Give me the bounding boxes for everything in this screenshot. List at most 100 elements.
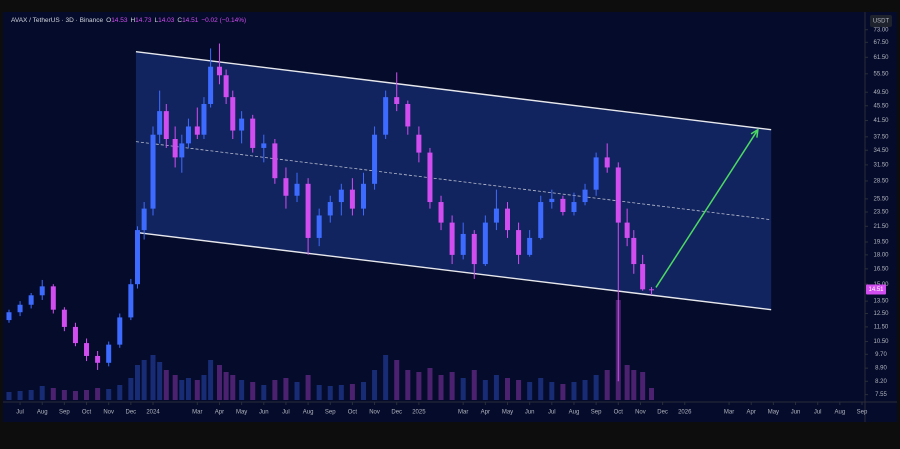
volume-bar (230, 375, 236, 400)
x-tick-label: Dec (657, 410, 668, 416)
x-tick-label: Jul (814, 410, 822, 416)
volume-bar (61, 390, 67, 400)
x-tick-label: Jun (525, 410, 535, 416)
ohlc-label: L (154, 17, 158, 24)
volume-bar (150, 355, 156, 400)
candle-body (482, 222, 488, 265)
y-tick-label: 9.70 (875, 352, 887, 358)
x-tick-label: Aug (569, 410, 580, 416)
y-tick-label: 67.50 (873, 40, 889, 46)
candle-body (416, 134, 422, 153)
candle-body (28, 295, 34, 305)
x-tick-label: Nov (635, 410, 646, 416)
volume-bar (405, 370, 411, 400)
volume-bar (493, 375, 499, 400)
candle-body (17, 304, 23, 313)
x-tick-label: Mar (192, 410, 202, 416)
candle-body (360, 183, 366, 209)
volume-bar (624, 365, 630, 400)
x-tick-label: Sep (59, 410, 70, 416)
candle-body (471, 233, 477, 265)
volume-bar (39, 386, 45, 400)
y-tick-label: 13.50 (873, 299, 889, 305)
volume-bar (201, 375, 207, 400)
volume-bar (416, 372, 422, 400)
currency-badge (870, 15, 892, 27)
candle-body (201, 103, 207, 135)
volume-bar (117, 385, 123, 400)
candle-body (150, 134, 156, 209)
volume-bar (185, 378, 191, 400)
volume-bar (394, 360, 400, 400)
candle-body (6, 312, 12, 321)
price-tag-label: 14.51 (868, 287, 884, 293)
x-tick-label: Jul (548, 410, 556, 416)
y-tick-label: 55.50 (873, 71, 889, 77)
x-tick-label: Nov (103, 410, 114, 416)
candle-body (294, 183, 300, 196)
x-tick-label: Dec (126, 410, 137, 416)
volume-bar (250, 382, 256, 400)
candle-body (549, 198, 555, 203)
candle-body (438, 202, 444, 223)
y-tick-label: 8.90 (875, 366, 887, 372)
volume-bar (172, 375, 178, 400)
candle-body (631, 237, 637, 265)
volume-bar (560, 384, 566, 400)
candle-body (223, 75, 229, 98)
x-tick-label: Sep (325, 410, 336, 416)
volume-bar (360, 382, 366, 400)
y-tick-label: 18.00 (873, 252, 889, 258)
candle-body (615, 167, 621, 223)
candle-body (208, 66, 214, 104)
candle-body (405, 103, 411, 127)
candle-body (338, 189, 344, 203)
channel-upper (135, 50, 772, 131)
volume-bar (372, 370, 378, 400)
y-tick-label: 19.50 (873, 240, 889, 246)
x-tick-label: 2025 (412, 410, 426, 416)
volume-bar (283, 378, 289, 400)
volume-bar (383, 355, 389, 400)
candle-body (141, 208, 147, 231)
volume-bar (208, 360, 214, 400)
volume-bar (128, 378, 134, 400)
x-tick-label: Jun (259, 410, 269, 416)
volume-bar (157, 362, 163, 400)
candle-body (560, 198, 566, 212)
x-tick-label: 2026 (678, 410, 692, 416)
candle-body (427, 152, 433, 203)
candle-body (163, 111, 169, 140)
ohlc-label: O (106, 17, 111, 24)
x-tick-label: Aug (835, 410, 846, 416)
volume-bar (134, 365, 140, 400)
volume-bar (582, 380, 588, 400)
y-tick-label: 28.50 (873, 179, 889, 185)
x-tick-label: Apr (215, 410, 224, 416)
y-tick-label: 31.50 (873, 162, 889, 168)
candle-body (493, 208, 499, 223)
candle-body (61, 309, 67, 327)
volume-bar (294, 382, 300, 400)
volume-bar (593, 375, 599, 400)
y-tick-label: 8.20 (875, 379, 887, 385)
candle-body (516, 230, 522, 255)
y-tick-label: 25.50 (873, 196, 889, 202)
volume-bar (571, 382, 577, 400)
y-tick-label: 34.50 (873, 148, 889, 154)
candle-body (649, 289, 655, 291)
candle-body (582, 189, 588, 203)
candle-body (106, 344, 112, 363)
volume-bar (349, 384, 355, 400)
x-tick-label: Mar (458, 410, 468, 416)
x-tick-label: May (768, 410, 779, 416)
x-tick-label: Oct (82, 410, 92, 416)
volume-bar (538, 378, 544, 400)
candle-body (505, 208, 511, 231)
candle-body (327, 202, 333, 216)
channel-fill (135, 51, 772, 310)
volume-bar (527, 382, 533, 400)
ohlc-label: C (177, 17, 182, 24)
arrow-head (750, 128, 759, 138)
volume-bar (28, 390, 34, 400)
